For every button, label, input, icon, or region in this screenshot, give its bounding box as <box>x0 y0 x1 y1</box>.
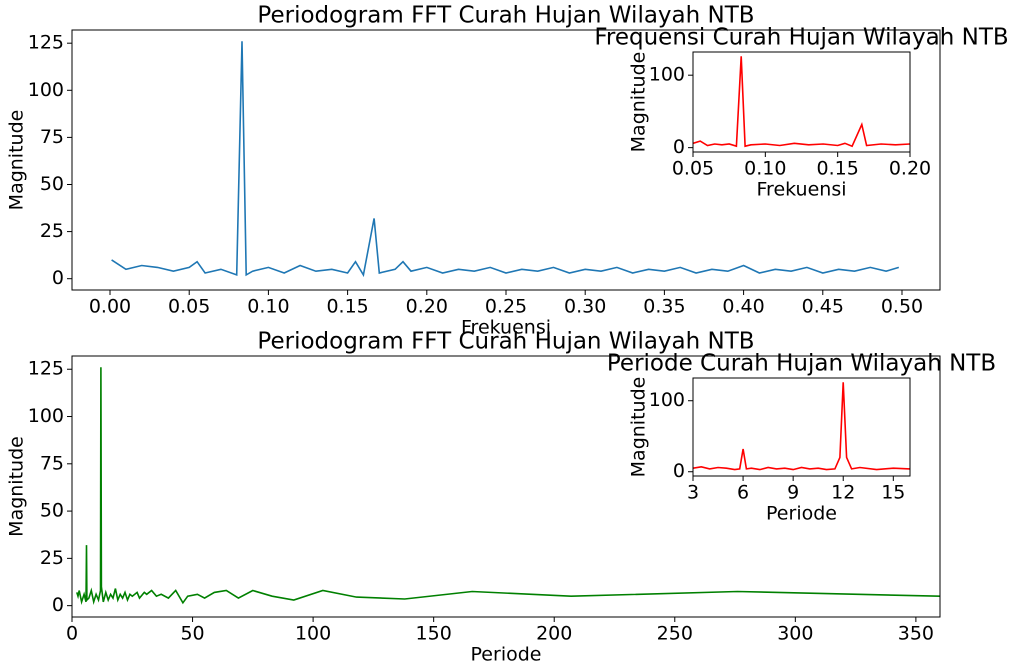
x-tick-label: 0.15 <box>817 158 859 180</box>
x-tick-label: 0.10 <box>247 296 289 318</box>
x-tick-label: 0.00 <box>89 296 131 318</box>
y-tick-label: 0 <box>52 267 64 289</box>
x-tick-label: 6 <box>737 482 749 504</box>
x-tick-label: 0.15 <box>326 296 368 318</box>
x-tick-label: 0.35 <box>643 296 685 318</box>
y-tick-label: 100 <box>28 405 64 427</box>
x-tick-label: 0 <box>66 623 78 645</box>
x-tick-label: 0.50 <box>881 296 923 318</box>
x-tick-label: 0.20 <box>889 158 931 180</box>
x-tick-label: 0.45 <box>802 296 844 318</box>
y-tick-label: 125 <box>28 358 64 380</box>
plot-background <box>693 378 910 476</box>
x-tick-label: 12 <box>831 482 855 504</box>
y-tick-label: 25 <box>40 547 64 569</box>
axes-frame <box>692 51 911 153</box>
y-axis-label: Magnitude <box>6 436 28 537</box>
y-tick-label: 75 <box>40 452 64 474</box>
y-tick-label: 0 <box>673 460 685 482</box>
chart-title: Periodogram FFT Curah Hujan Wilayah NTB <box>257 3 754 29</box>
x-tick-label: 9 <box>787 482 799 504</box>
data-line <box>693 382 910 471</box>
axes-frame <box>692 377 911 477</box>
y-tick-label: 0 <box>673 136 685 158</box>
axes-frame <box>71 355 941 618</box>
y-tick-label: 75 <box>40 126 64 148</box>
plot-background <box>693 52 910 152</box>
x-tick-label: 300 <box>777 623 813 645</box>
y-tick-label: 0 <box>52 594 64 616</box>
x-tick-label: 350 <box>898 623 934 645</box>
chart-title: Periodogram FFT Curah Hujan Wilayah NTB <box>257 329 754 355</box>
x-tick-label: 0.40 <box>722 296 764 318</box>
y-axis-label: Magnitude <box>6 110 28 211</box>
x-tick-label: 3 <box>687 482 699 504</box>
x-axis-label: Frekuensi <box>461 317 551 339</box>
chart-title: Periode Curah Hujan Wilayah NTB <box>607 351 996 377</box>
x-tick-label: 0.10 <box>744 158 786 180</box>
x-tick-label: 0.30 <box>564 296 606 318</box>
data-line <box>693 56 910 148</box>
x-tick-label: 0.20 <box>406 296 448 318</box>
x-axis-label: Periode <box>766 503 837 525</box>
x-tick-label: 250 <box>657 623 693 645</box>
x-axis-label: Frekuensi <box>757 179 847 201</box>
x-tick-label: 0.05 <box>168 296 210 318</box>
x-tick-label: 0.05 <box>672 158 714 180</box>
x-tick-label: 15 <box>881 482 905 504</box>
y-tick-label: 25 <box>40 220 64 242</box>
data-line <box>76 367 940 606</box>
data-line <box>111 41 900 278</box>
x-tick-label: 200 <box>536 623 572 645</box>
y-tick-label: 50 <box>40 500 64 522</box>
y-tick-label: 125 <box>28 32 64 54</box>
x-tick-label: 0.25 <box>485 296 527 318</box>
y-axis-label: Magnitude <box>628 52 650 153</box>
y-tick-label: 100 <box>649 389 685 411</box>
y-axis-label: Magnitude <box>628 377 650 478</box>
y-tick-label: 100 <box>28 79 64 101</box>
y-tick-label: 50 <box>40 173 64 195</box>
x-tick-label: 100 <box>295 623 331 645</box>
chart-title: Frequensi Curah Hujan Wilayah NTB <box>594 25 1008 51</box>
x-tick-label: 150 <box>416 623 452 645</box>
x-tick-label: 50 <box>180 623 204 645</box>
y-tick-label: 100 <box>649 64 685 86</box>
x-axis-label: Periode <box>471 644 542 666</box>
